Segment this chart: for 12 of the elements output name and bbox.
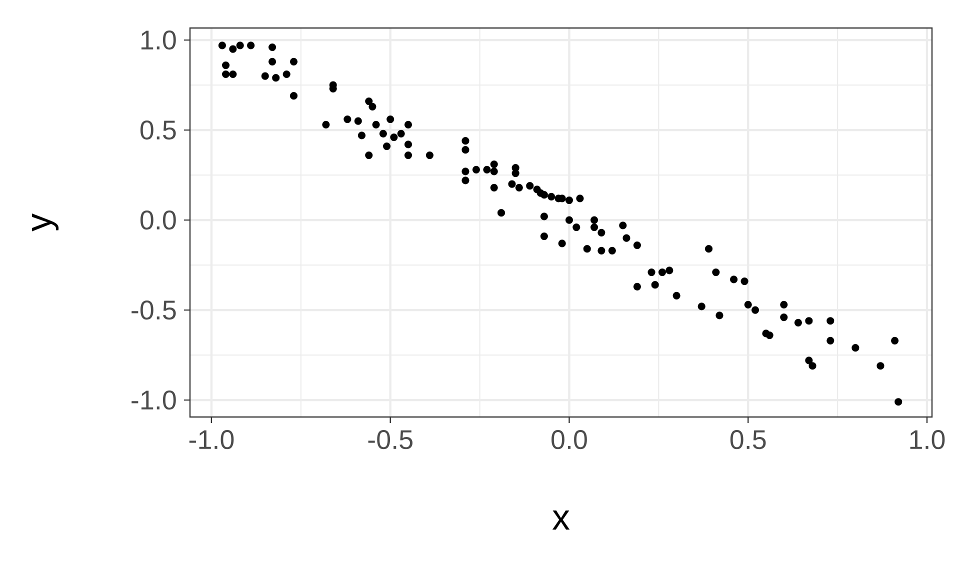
- y-tick-label: 0.5: [140, 120, 176, 140]
- x-tick-label: 0.0: [552, 430, 587, 450]
- x-axis-title: x: [552, 510, 570, 530]
- y-tick-label: 1.0: [141, 30, 176, 50]
- x-tick-label: 0.5: [730, 430, 766, 450]
- y-axis-title: y: [32, 214, 59, 232]
- y-tick-label: -1.0: [132, 390, 176, 410]
- x-tick-label: -0.5: [368, 430, 412, 450]
- x-tick-label: -1.0: [189, 430, 234, 450]
- x-tick-label: 1.0: [910, 430, 945, 450]
- y-tick-label: -0.5: [132, 300, 176, 320]
- y-tick-label: 0.0: [140, 210, 176, 230]
